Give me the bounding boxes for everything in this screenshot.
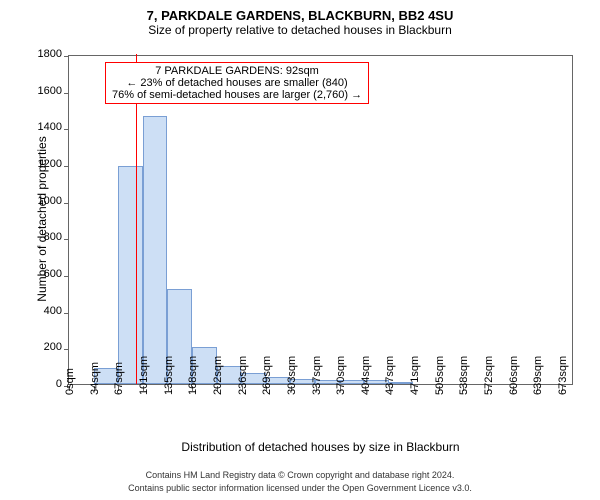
y-gridline bbox=[64, 129, 69, 130]
annotation-line: 7 PARKDALE GARDENS: 92sqm bbox=[112, 65, 362, 77]
y-gridline bbox=[64, 239, 69, 240]
y-gridline bbox=[64, 276, 69, 277]
footer-line-1: Contains HM Land Registry data © Crown c… bbox=[0, 470, 600, 480]
plot-area bbox=[68, 55, 573, 385]
y-gridline bbox=[64, 313, 69, 314]
x-tick-label: 67sqm bbox=[113, 362, 125, 395]
chart-subtitle: Size of property relative to detached ho… bbox=[0, 23, 600, 37]
x-tick-label: 269sqm bbox=[261, 356, 273, 395]
histogram-bar bbox=[118, 166, 143, 384]
x-tick-label: 639sqm bbox=[532, 356, 544, 395]
chart-container: 7, PARKDALE GARDENS, BLACKBURN, BB2 4SU … bbox=[0, 0, 600, 500]
histogram-bar bbox=[143, 116, 168, 384]
y-axis-label: Number of detached properties bbox=[35, 99, 49, 339]
chart-title: 7, PARKDALE GARDENS, BLACKBURN, BB2 4SU bbox=[0, 0, 600, 23]
x-tick-label: 606sqm bbox=[508, 356, 520, 395]
x-tick-label: 471sqm bbox=[409, 356, 421, 395]
x-tick-label: 101sqm bbox=[138, 356, 150, 395]
y-gridline bbox=[64, 166, 69, 167]
y-gridline bbox=[64, 349, 69, 350]
x-tick-label: 505sqm bbox=[434, 356, 446, 395]
x-tick-label: 572sqm bbox=[483, 356, 495, 395]
x-tick-label: 0sqm bbox=[64, 368, 76, 395]
x-tick-label: 34sqm bbox=[89, 362, 101, 395]
y-gridline bbox=[64, 93, 69, 94]
y-tick-label: 1400 bbox=[22, 121, 62, 133]
x-tick-label: 370sqm bbox=[335, 356, 347, 395]
x-tick-label: 168sqm bbox=[187, 356, 199, 395]
y-tick-label: 600 bbox=[22, 268, 62, 280]
y-tick-label: 1000 bbox=[22, 195, 62, 207]
footer-line-2: Contains public sector information licen… bbox=[0, 483, 600, 493]
x-tick-label: 538sqm bbox=[458, 356, 470, 395]
x-axis-label: Distribution of detached houses by size … bbox=[68, 440, 573, 454]
x-tick-label: 202sqm bbox=[212, 356, 224, 395]
y-tick-label: 200 bbox=[22, 341, 62, 353]
y-tick-label: 1200 bbox=[22, 158, 62, 170]
x-tick-label: 404sqm bbox=[360, 356, 372, 395]
x-tick-label: 236sqm bbox=[237, 356, 249, 395]
x-tick-label: 135sqm bbox=[163, 356, 175, 395]
annotation-line: 76% of semi-detached houses are larger (… bbox=[112, 89, 362, 101]
y-gridline bbox=[64, 203, 69, 204]
y-tick-label: 1800 bbox=[22, 48, 62, 60]
y-tick-label: 0 bbox=[22, 378, 62, 390]
y-tick-label: 400 bbox=[22, 305, 62, 317]
x-tick-label: 337sqm bbox=[311, 356, 323, 395]
y-tick-label: 800 bbox=[22, 231, 62, 243]
x-tick-label: 673sqm bbox=[557, 356, 569, 395]
x-tick-label: 303sqm bbox=[286, 356, 298, 395]
annotation-line: ← 23% of detached houses are smaller (84… bbox=[112, 77, 362, 89]
y-gridline bbox=[64, 56, 69, 57]
annotation-box: 7 PARKDALE GARDENS: 92sqm← 23% of detach… bbox=[105, 62, 369, 104]
x-tick-label: 437sqm bbox=[384, 356, 396, 395]
y-tick-label: 1600 bbox=[22, 85, 62, 97]
